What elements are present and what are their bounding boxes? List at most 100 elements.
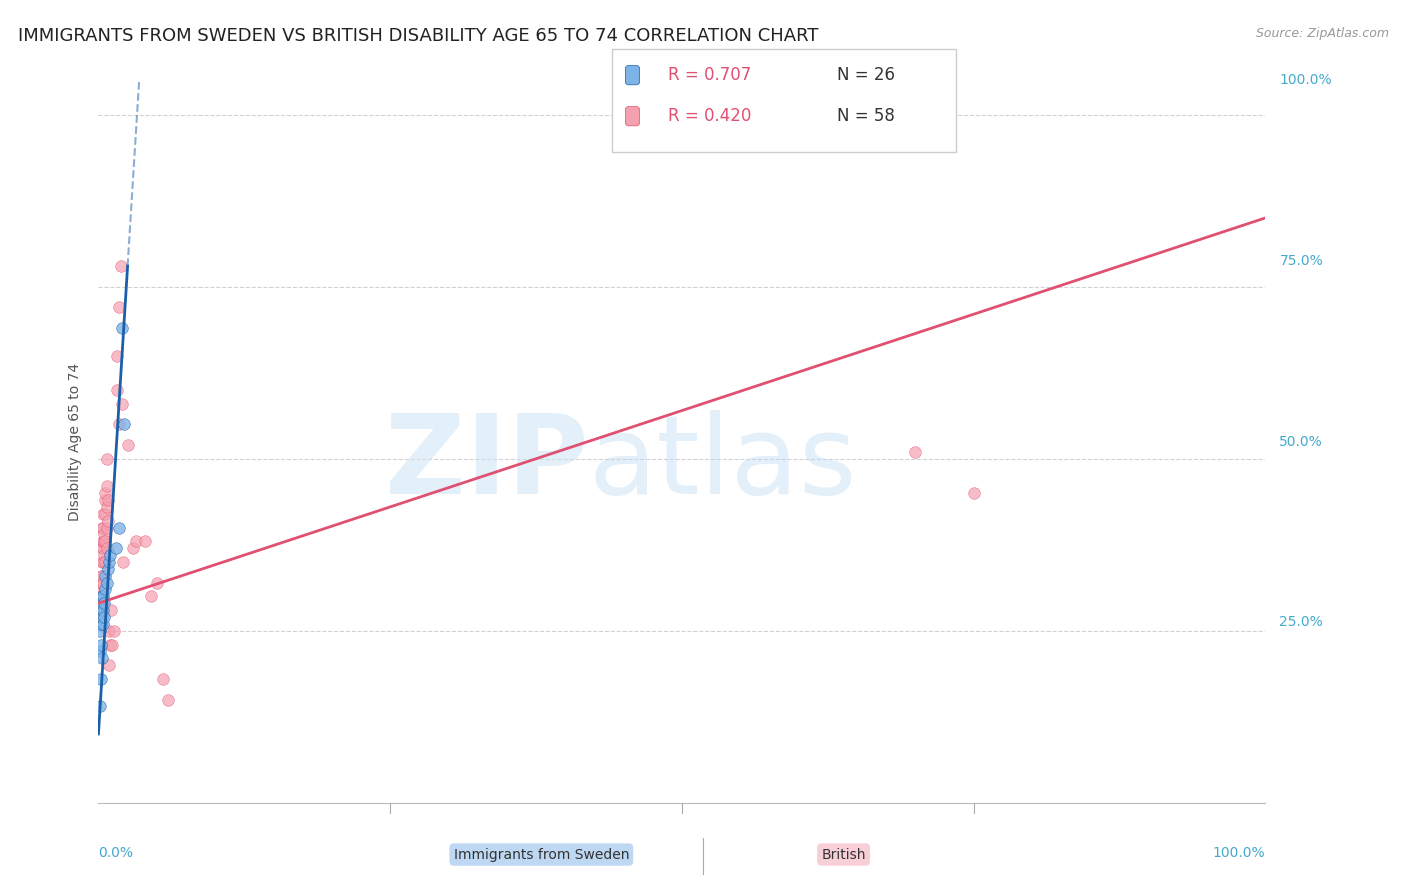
Point xyxy=(122,541,145,556)
Point xyxy=(91,541,114,556)
Point xyxy=(90,596,112,610)
Point xyxy=(90,672,112,686)
Point xyxy=(90,555,112,569)
Point xyxy=(90,568,112,582)
Point xyxy=(90,520,112,534)
Point xyxy=(94,493,117,508)
Point xyxy=(91,590,114,604)
Point xyxy=(91,534,114,549)
Point xyxy=(93,596,115,610)
Point xyxy=(90,603,112,617)
Text: ZIP: ZIP xyxy=(385,409,589,516)
Point xyxy=(97,493,120,508)
Point xyxy=(97,658,120,673)
Point xyxy=(152,672,174,686)
Point xyxy=(94,534,117,549)
Text: 100.0%: 100.0% xyxy=(1213,847,1265,860)
Point xyxy=(962,486,984,500)
Point xyxy=(93,548,115,562)
Text: British: British xyxy=(821,847,866,862)
Point xyxy=(89,603,111,617)
Point xyxy=(111,555,134,569)
Point xyxy=(112,417,135,432)
Point xyxy=(89,644,111,658)
Point xyxy=(97,555,120,569)
Point xyxy=(97,514,120,528)
Point xyxy=(89,699,111,714)
Text: R = 0.420: R = 0.420 xyxy=(668,107,751,125)
Point xyxy=(90,616,112,631)
Point xyxy=(98,548,121,562)
Point xyxy=(94,486,117,500)
Text: N = 58: N = 58 xyxy=(837,107,894,125)
Point xyxy=(90,582,112,597)
Text: 100.0%: 100.0% xyxy=(1279,73,1331,87)
Point xyxy=(94,555,117,569)
Text: Immigrants from Sweden: Immigrants from Sweden xyxy=(454,847,628,862)
Point xyxy=(90,638,112,652)
Point xyxy=(90,541,112,556)
Point xyxy=(90,590,112,604)
Point xyxy=(108,520,131,534)
Point xyxy=(91,520,114,534)
Point xyxy=(94,507,117,521)
Point xyxy=(91,616,114,631)
Text: 25.0%: 25.0% xyxy=(1279,615,1323,629)
Point xyxy=(111,321,134,335)
Point xyxy=(91,555,114,569)
Point xyxy=(125,534,148,549)
Text: 75.0%: 75.0% xyxy=(1279,254,1323,268)
Point xyxy=(93,610,115,624)
Point xyxy=(105,383,128,397)
Point xyxy=(117,438,139,452)
Point xyxy=(93,527,115,541)
Point xyxy=(157,692,180,706)
Point xyxy=(90,616,112,631)
Point xyxy=(139,590,162,604)
Point xyxy=(108,417,131,432)
Point xyxy=(90,596,112,610)
Point xyxy=(96,451,118,466)
Point xyxy=(98,638,121,652)
Point xyxy=(90,575,112,590)
Point xyxy=(94,582,117,597)
Point xyxy=(101,638,124,652)
Text: 50.0%: 50.0% xyxy=(1279,434,1323,449)
Point xyxy=(97,624,120,638)
Text: atlas: atlas xyxy=(589,409,858,516)
Y-axis label: Disability Age 65 to 74: Disability Age 65 to 74 xyxy=(69,362,83,521)
Point xyxy=(89,624,111,638)
Point xyxy=(103,624,125,638)
Point xyxy=(91,507,114,521)
Point xyxy=(91,603,114,617)
Text: IMMIGRANTS FROM SWEDEN VS BRITISH DISABILITY AGE 65 TO 74 CORRELATION CHART: IMMIGRANTS FROM SWEDEN VS BRITISH DISABI… xyxy=(18,27,818,45)
Point xyxy=(90,568,112,582)
Point xyxy=(146,575,169,590)
Point xyxy=(96,520,118,534)
Point xyxy=(93,534,115,549)
Point xyxy=(134,534,156,549)
Point xyxy=(96,575,118,590)
Point xyxy=(104,541,127,556)
Point xyxy=(89,610,111,624)
Point xyxy=(91,575,114,590)
Text: N = 26: N = 26 xyxy=(837,66,894,84)
Point xyxy=(91,596,114,610)
Point xyxy=(96,541,118,556)
Point xyxy=(904,445,927,459)
Point xyxy=(96,479,118,493)
Point xyxy=(90,610,112,624)
Point xyxy=(89,590,111,604)
Point xyxy=(90,603,112,617)
Point xyxy=(105,349,128,363)
Point xyxy=(100,603,122,617)
Point xyxy=(111,397,134,411)
Text: R = 0.707: R = 0.707 xyxy=(668,66,751,84)
Point xyxy=(96,500,118,514)
Point xyxy=(90,651,112,665)
Text: Source: ZipAtlas.com: Source: ZipAtlas.com xyxy=(1256,27,1389,40)
Point xyxy=(94,568,117,582)
Point xyxy=(97,562,120,576)
Point xyxy=(110,259,132,273)
Text: 0.0%: 0.0% xyxy=(98,847,134,860)
